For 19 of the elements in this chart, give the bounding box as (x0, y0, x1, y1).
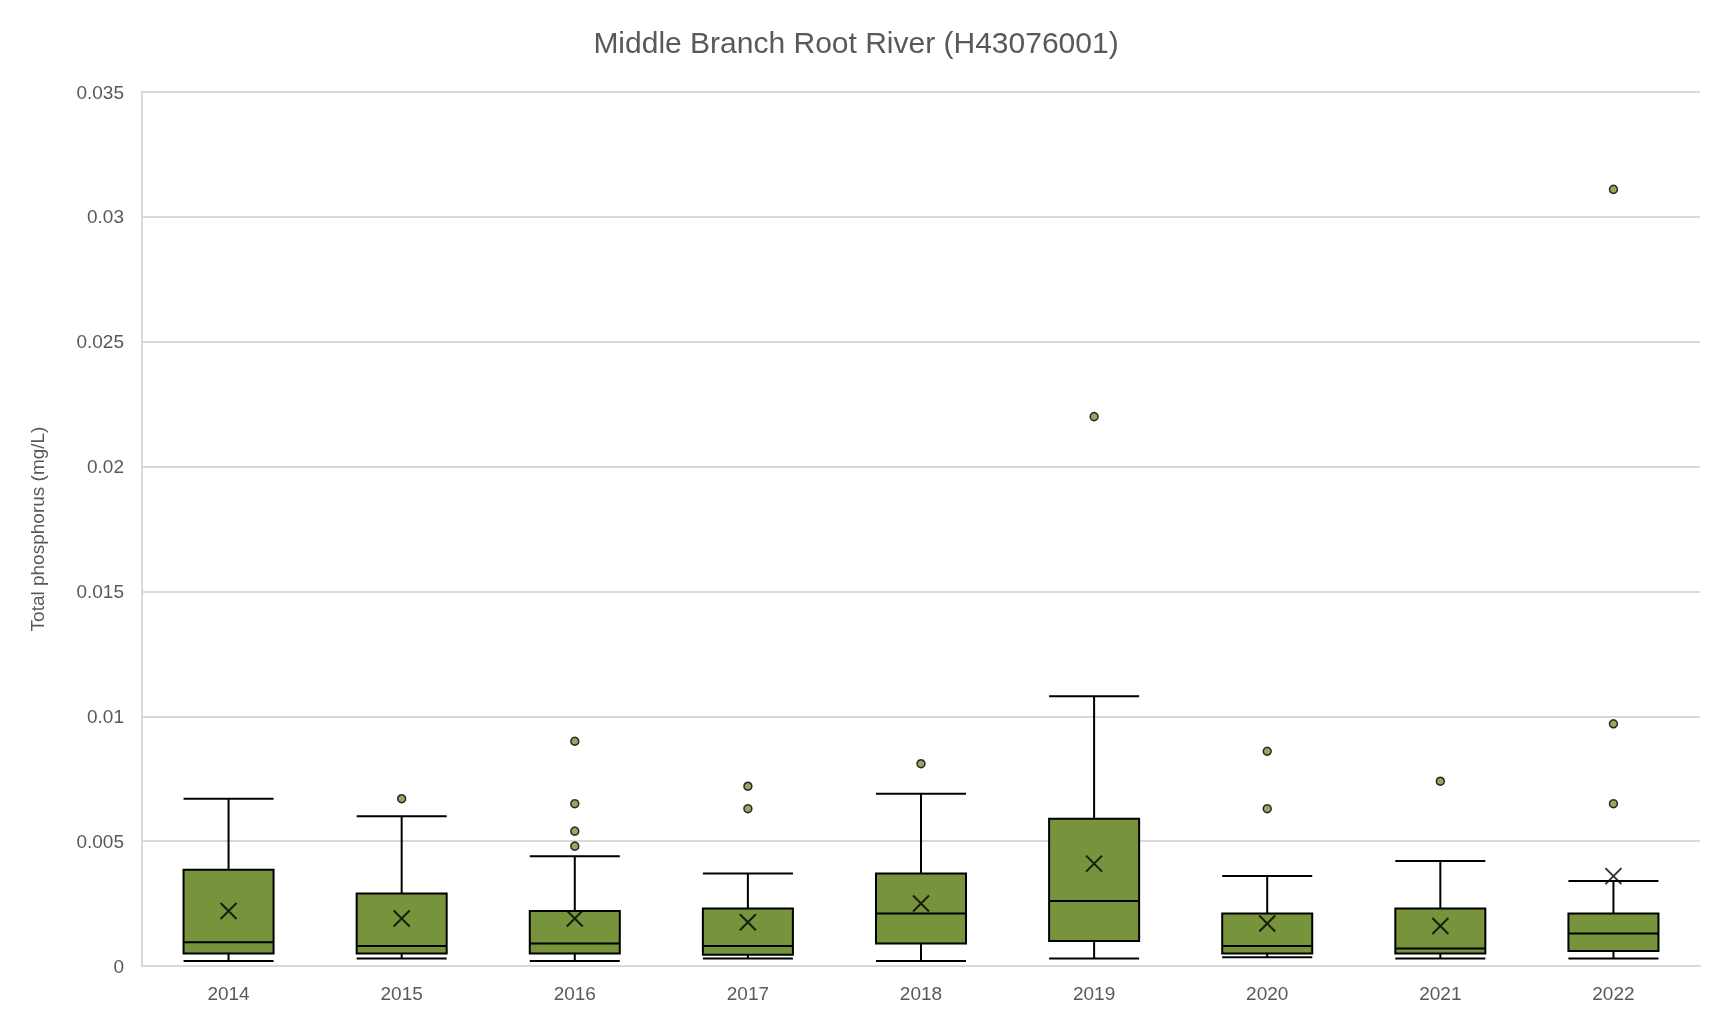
x-tick-label: 2019 (1072, 983, 1116, 1004)
x-tick-label: 2022 (1592, 983, 1635, 1004)
y-tick-label: 0.005 (76, 830, 124, 852)
x-tick-label: 2021 (1419, 983, 1462, 1004)
y-tick-label: 0.035 (76, 81, 124, 103)
y-tick-label: 0.01 (87, 705, 124, 727)
x-tick-label: 2016 (553, 983, 596, 1004)
x-tick-label: 2015 (380, 983, 423, 1004)
y-tick-label: 0.025 (76, 331, 124, 353)
x-tick-label: 2014 (207, 983, 251, 1004)
x-tick-label: 2018 (899, 983, 943, 1004)
x-tick-label: 2017 (726, 983, 770, 1004)
y-tick-label: 0 (113, 955, 124, 977)
y-tick-label: 0.03 (87, 206, 124, 228)
chart-title: Middle Branch Root River (H43076001) (593, 25, 1119, 59)
y-tick-label: 0.02 (87, 456, 124, 478)
y-tick-label: 0.015 (76, 580, 124, 602)
y-axis-title: Total phosphorus (mg/L) (27, 426, 48, 632)
x-tick-label: 2020 (1246, 983, 1289, 1004)
